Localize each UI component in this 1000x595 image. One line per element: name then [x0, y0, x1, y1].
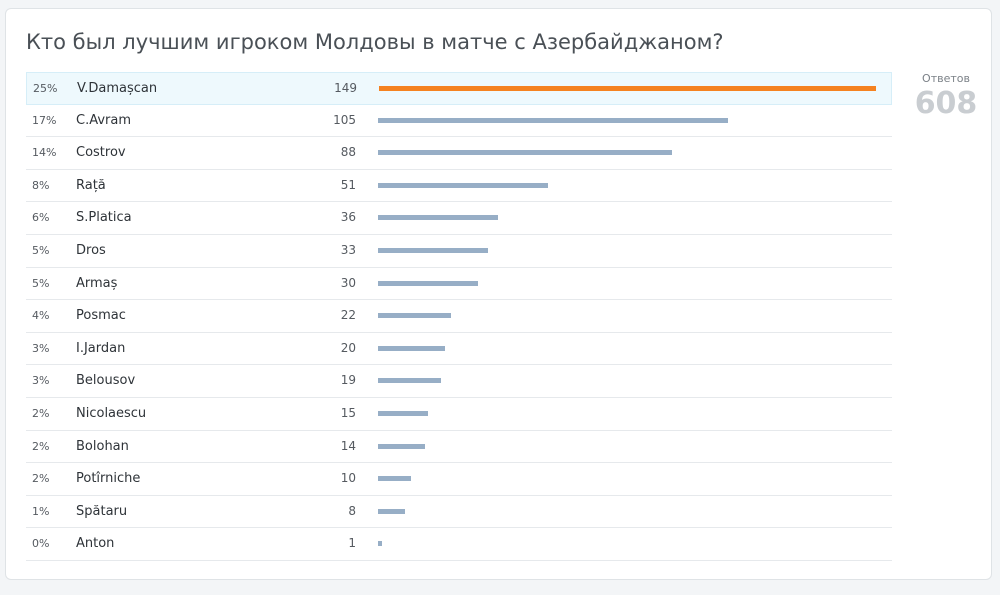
result-row: 5% Dros 33	[26, 235, 892, 268]
percent-label: 25%	[33, 82, 58, 95]
result-row: 2% Potîrniche 10	[26, 463, 892, 496]
result-row: 4% Posmac 22	[26, 300, 892, 333]
vote-count: 1	[348, 536, 356, 551]
result-row: 25% V.Damașcan 149	[26, 72, 892, 105]
percent-label: 0%	[32, 537, 50, 551]
percent-label: 17%	[32, 113, 57, 127]
vote-bar	[378, 508, 405, 514]
vote-count: 22	[340, 308, 356, 323]
result-row: 5% Armaș 30	[26, 268, 892, 301]
vote-count: 105	[333, 112, 356, 127]
player-name: Anton	[76, 536, 115, 552]
vote-count: 51	[340, 177, 356, 192]
player-name: Posmac	[76, 308, 126, 324]
player-name: Armaș	[76, 275, 118, 291]
result-row: 3% I.Jardan 20	[26, 333, 892, 366]
poll-title: Кто был лучшим игроком Молдовы в матче с…	[26, 30, 724, 54]
vote-count: 20	[340, 340, 356, 355]
player-name: Rață	[76, 177, 106, 193]
percent-label: 5%	[32, 276, 50, 290]
vote-bar	[378, 313, 451, 319]
player-name: S.Platica	[76, 210, 132, 226]
vote-count: 33	[340, 242, 356, 257]
result-row: 6% S.Platica 36	[26, 202, 892, 235]
percent-label: 2%	[32, 472, 50, 486]
vote-bar	[378, 117, 728, 123]
player-name: Belousov	[76, 373, 136, 389]
vote-count: 88	[340, 145, 356, 160]
percent-label: 14%	[32, 146, 57, 160]
percent-label: 4%	[32, 309, 50, 323]
percent-label: 1%	[32, 504, 50, 518]
vote-bar	[378, 378, 441, 384]
player-name: V.Damașcan	[77, 81, 158, 96]
result-row: 2% Bolohan 14	[26, 431, 892, 464]
result-row: 17% C.Avram 105	[26, 105, 892, 138]
vote-bar	[378, 150, 672, 156]
vote-count: 30	[340, 275, 356, 290]
vote-count: 8	[348, 503, 356, 518]
percent-label: 2%	[32, 406, 50, 420]
poll-results: 25% V.Damașcan 149 17% C.Avram 105 14% Costrov 8…	[26, 72, 892, 561]
percent-label: 3%	[32, 374, 50, 388]
total-label: Ответов	[922, 72, 970, 85]
player-name: Bolohan	[76, 438, 129, 454]
percent-label: 2%	[32, 439, 50, 453]
percent-label: 6%	[32, 211, 50, 225]
vote-bar	[378, 476, 411, 482]
vote-bar	[379, 86, 876, 91]
vote-bar	[378, 541, 382, 547]
player-name: C.Avram	[76, 112, 132, 128]
vote-count: 36	[340, 210, 356, 225]
percent-label: 5%	[32, 243, 50, 257]
vote-count: 10	[340, 471, 356, 486]
vote-count: 149	[334, 81, 357, 95]
result-row: 14% Costrov 88	[26, 137, 892, 170]
result-row: 2% Nicolaescu 15	[26, 398, 892, 431]
result-row: 3% Belousov 19	[26, 365, 892, 398]
result-row: 0% Anton 1	[26, 528, 892, 561]
vote-bar	[378, 215, 498, 221]
player-name: Dros	[76, 242, 106, 258]
vote-bar	[378, 443, 425, 449]
total-value: 608	[914, 86, 978, 121]
player-name: Potîrniche	[76, 471, 141, 487]
vote-count: 15	[340, 405, 356, 420]
player-name: I.Jardan	[76, 340, 126, 356]
percent-label: 8%	[32, 178, 50, 192]
vote-count: 19	[340, 373, 356, 388]
player-name: Nicolaescu	[76, 405, 147, 421]
vote-bar	[378, 280, 478, 286]
result-row: 8% Rață 51	[26, 170, 892, 203]
player-name: Costrov	[76, 145, 126, 161]
vote-bar	[378, 410, 428, 416]
percent-label: 3%	[32, 341, 50, 355]
vote-count: 14	[340, 438, 356, 453]
player-name: Spătaru	[76, 503, 128, 519]
vote-bar	[378, 345, 445, 351]
result-row: 1% Spătaru 8	[26, 496, 892, 529]
vote-bar	[378, 247, 488, 253]
vote-bar	[378, 182, 548, 188]
